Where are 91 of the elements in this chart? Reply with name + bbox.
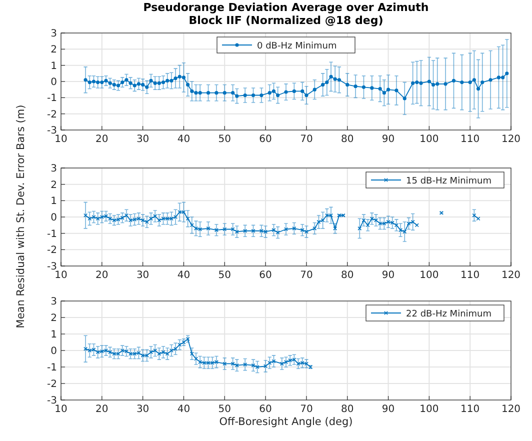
x-tick-label: 90 bbox=[382, 404, 395, 415]
x-tick-label: 100 bbox=[420, 134, 439, 145]
legend-label: 15 dB-Hz Minimum bbox=[406, 176, 492, 186]
x-axis-title: Off-Boresight Angle (deg) bbox=[219, 416, 353, 428]
y-tick-label: 0 bbox=[50, 212, 57, 224]
y-tick-label: 3 bbox=[50, 28, 57, 40]
x-tick-label: 120 bbox=[501, 404, 521, 415]
x-tick-label: 10 bbox=[54, 404, 68, 415]
x-tick-label: 110 bbox=[460, 134, 480, 145]
y-tick-label: 0 bbox=[50, 346, 57, 357]
x-tick-label: 60 bbox=[259, 404, 272, 415]
x-tick-label: 110 bbox=[460, 270, 480, 281]
y-tick-label: -3 bbox=[47, 396, 57, 406]
x-tick-label: 100 bbox=[420, 404, 439, 415]
x-tick-label: 30 bbox=[136, 404, 150, 415]
y-tick-label: -2 bbox=[47, 245, 57, 256]
point bbox=[230, 362, 235, 366]
point bbox=[296, 362, 300, 366]
x-tick-label: 10 bbox=[54, 134, 68, 145]
y-tick-label: 1 bbox=[50, 330, 57, 340]
x-tick-label: 30 bbox=[136, 134, 150, 145]
x-tick-label: 60 bbox=[259, 270, 272, 281]
x-tick-label: 120 bbox=[501, 134, 521, 145]
x-tick-label: 70 bbox=[300, 134, 313, 145]
point bbox=[165, 352, 170, 356]
x-tick-label: 110 bbox=[460, 404, 480, 415]
point bbox=[116, 352, 120, 356]
point bbox=[140, 353, 145, 358]
point bbox=[194, 356, 198, 361]
point bbox=[132, 352, 137, 356]
point bbox=[255, 365, 260, 369]
point bbox=[100, 349, 104, 354]
x-tick-label: 90 bbox=[382, 270, 395, 281]
y-tick-label: -2 bbox=[47, 379, 57, 390]
chart-title: Pseudorange Deviation Average over Azimuth Block IIF (Normalized @18 deg) bbox=[143, 1, 429, 27]
y-tick-label: 3 bbox=[50, 164, 57, 174]
y-tick-label: 1 bbox=[50, 196, 57, 208]
point bbox=[144, 353, 149, 358]
y-tick-label: 2 bbox=[50, 44, 57, 56]
point bbox=[190, 352, 194, 356]
x-tick-label: 40 bbox=[177, 270, 190, 281]
x-tick-label: 70 bbox=[300, 270, 313, 281]
point bbox=[157, 352, 162, 356]
point bbox=[243, 362, 248, 367]
y-tick-label: 2 bbox=[50, 180, 57, 191]
y-tick-label: 1 bbox=[50, 60, 57, 72]
x-tick-label: 50 bbox=[218, 404, 232, 415]
x-tick-label: 20 bbox=[96, 270, 108, 281]
x-tick-label: 20 bbox=[96, 134, 108, 145]
point bbox=[108, 350, 112, 354]
x-tick-label: 40 bbox=[177, 134, 190, 145]
legend-label: 22 dB-Hz Minimum bbox=[406, 310, 492, 320]
point bbox=[214, 360, 218, 364]
point bbox=[92, 348, 96, 352]
x-tick-label: 10 bbox=[54, 270, 68, 281]
y-tick-label: -3 bbox=[47, 126, 57, 136]
point bbox=[206, 360, 210, 365]
x-tick-label: 100 bbox=[420, 270, 439, 281]
x-tick-label: 30 bbox=[136, 270, 150, 281]
point bbox=[234, 363, 239, 368]
point bbox=[96, 350, 100, 354]
x-tick-label: 60 bbox=[259, 134, 272, 145]
y-tick-label: 3 bbox=[50, 296, 57, 308]
point bbox=[304, 362, 308, 366]
y-tick-label: 2 bbox=[50, 313, 57, 324]
point bbox=[222, 362, 227, 366]
y-tick-label: 0 bbox=[50, 77, 57, 88]
y-tick-label: -2 bbox=[47, 109, 57, 120]
point bbox=[202, 360, 206, 365]
y-tick-label: -1 bbox=[47, 228, 57, 240]
y-axis-title: Mean Residual with St. Dev. Error Bars (m) bbox=[15, 104, 27, 328]
x-tick-label: 40 bbox=[177, 404, 190, 415]
x-tick-label: 20 bbox=[96, 404, 108, 415]
point bbox=[264, 364, 268, 368]
legend-label: 0 dB-Hz Minimum bbox=[257, 42, 337, 52]
x-tick-label: 90 bbox=[382, 134, 395, 145]
x-tick-label: 50 bbox=[218, 134, 232, 145]
y-tick-label: -3 bbox=[47, 262, 57, 272]
point bbox=[210, 360, 214, 365]
x-tick-label: 50 bbox=[218, 270, 232, 281]
point bbox=[198, 360, 202, 364]
y-tick-label: -1 bbox=[47, 93, 57, 104]
x-tick-label: 70 bbox=[300, 404, 313, 415]
point bbox=[112, 352, 116, 356]
x-tick-label: 80 bbox=[340, 134, 354, 145]
point bbox=[280, 362, 284, 366]
point bbox=[251, 363, 256, 368]
y-tick-label: -1 bbox=[47, 362, 57, 374]
x-tick-label: 120 bbox=[501, 270, 521, 281]
x-tick-label: 80 bbox=[340, 270, 354, 281]
x-tick-label: 80 bbox=[340, 404, 354, 415]
